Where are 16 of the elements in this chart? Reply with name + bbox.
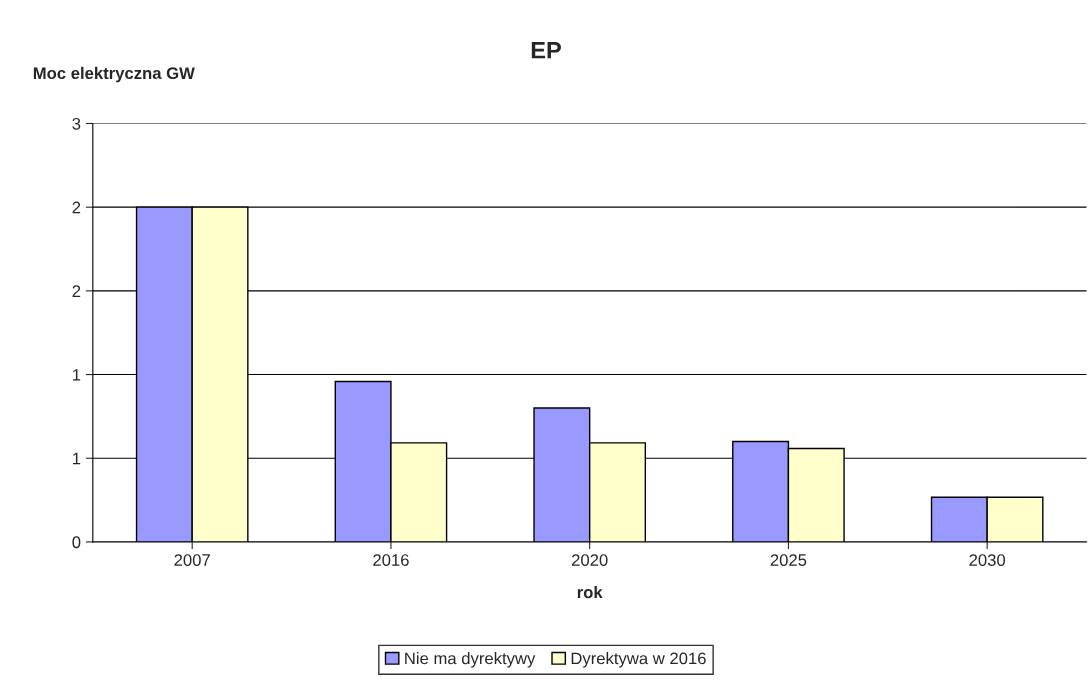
x-tick-label: 2025 bbox=[770, 554, 807, 566]
x-tick-label: 2007 bbox=[174, 554, 210, 566]
y-tick-label: 2 bbox=[72, 201, 81, 214]
y-tick-label: 1 bbox=[73, 452, 81, 465]
y-tick-label: 0 bbox=[72, 536, 81, 549]
chart-title: EP bbox=[531, 42, 561, 59]
y-tick-label: 3 bbox=[72, 117, 81, 130]
y-tick-label: 2 bbox=[72, 285, 81, 297]
x-tick-label: 2030 bbox=[969, 554, 1006, 566]
x-tick-label: 2016 bbox=[373, 554, 409, 566]
y-axis-title: Moc elektryczna GW bbox=[33, 66, 195, 83]
x-tick-label: 2020 bbox=[571, 554, 608, 566]
legend-label: Nie ma dyrektywy bbox=[405, 652, 536, 668]
x-axis-title: rok bbox=[577, 585, 603, 599]
y-tick-label: 1 bbox=[73, 369, 81, 381]
legend-label: Dyrektywa w 2016 bbox=[571, 652, 706, 668]
